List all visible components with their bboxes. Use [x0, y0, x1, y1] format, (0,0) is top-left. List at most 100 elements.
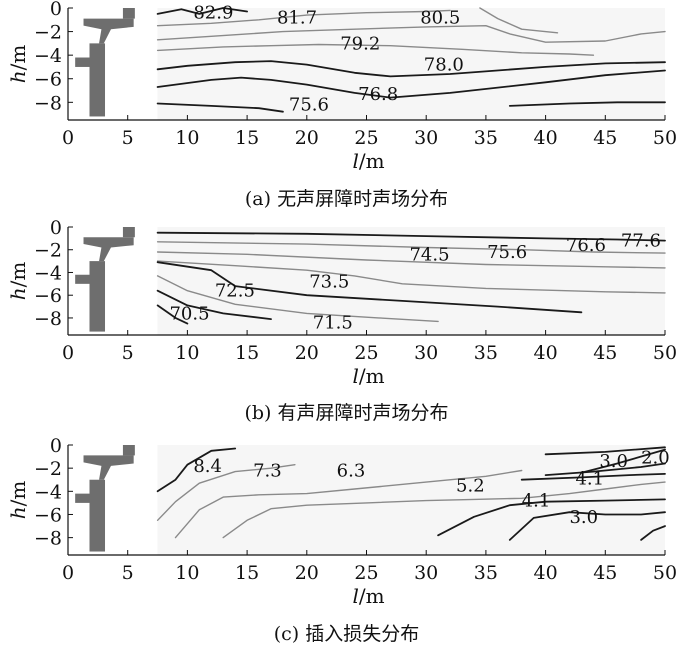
x-tick-label: 50 [653, 562, 677, 584]
contour-label: 4.1 [575, 469, 604, 490]
y-tick-label: −4 [34, 262, 62, 284]
field-background [157, 445, 666, 555]
y-tick-label: −8 [34, 528, 62, 550]
contour-line [156, 102, 284, 113]
contour-label: 3.0 [569, 507, 598, 528]
y-tick-label: 0 [50, 217, 62, 239]
x-tick-label: 15 [235, 342, 259, 364]
contour-line [156, 241, 666, 254]
contour-line [156, 289, 272, 320]
x-tick-label: 10 [175, 562, 199, 584]
contour-label: 71.5 [313, 312, 353, 333]
contour-line [544, 446, 666, 456]
contour-line [156, 261, 583, 314]
x-tick-label: 10 [175, 342, 199, 364]
contour-line [156, 251, 666, 269]
x-tick-label: 35 [474, 562, 498, 584]
contour-label: 2.0 [641, 448, 670, 469]
x-tick-label: 0 [62, 562, 74, 584]
field-background [157, 227, 666, 335]
contour-label: 3.0 [599, 451, 628, 472]
y-tick-label: −2 [34, 22, 62, 44]
x-tick-label: 30 [414, 342, 438, 364]
x-tick-label: 40 [534, 127, 558, 149]
contour-label: 6.3 [337, 460, 366, 481]
contour-line [156, 69, 666, 99]
panel-a: 82.9 81.7 80.5 79.2 78.0 76.8 75.6 0 5 10 15 20 25 30… [6, 0, 677, 210]
y-tick-label: −2 [34, 458, 62, 480]
x-axis-label: l/m [352, 149, 384, 173]
x-tick-label: 0 [62, 127, 74, 149]
contour-line [222, 481, 666, 539]
contour-line [156, 7, 248, 15]
contour-line [156, 60, 666, 78]
panel-caption: (c) 插入损失分布 [274, 623, 420, 645]
y-axis-label: h/m [6, 262, 30, 301]
y-tick-label: −2 [34, 240, 62, 262]
contour-label: 81.7 [277, 7, 317, 28]
x-axis-label: l/m [352, 584, 384, 608]
x-tick-label: 50 [653, 127, 677, 149]
contour-label: 80.5 [420, 7, 460, 28]
contour-line [479, 7, 559, 34]
x-tick-label: 20 [295, 562, 319, 584]
contour-line [156, 25, 666, 43]
x-tick-label: 0 [62, 342, 74, 364]
contour-line [640, 525, 666, 541]
contour-line [156, 304, 189, 325]
contour-label: 77.6 [621, 231, 661, 252]
x-tick-label: 25 [354, 127, 378, 149]
x-tick-label: 35 [474, 342, 498, 364]
bridge-structure-icon [75, 8, 135, 117]
x-tick-label: 45 [593, 342, 617, 364]
contour-label: 74.5 [409, 244, 449, 265]
x-tick-label: 5 [122, 127, 134, 149]
contour-line [174, 469, 523, 539]
y-tick-label: −6 [34, 504, 62, 526]
contour-label: 75.6 [289, 95, 329, 116]
panel-caption: (b) 有声屏障时声场分布 [244, 402, 448, 424]
bridge-structure-icon [75, 445, 135, 552]
x-tick-label: 50 [653, 342, 677, 364]
panel-b: 77.6 76.6 75.6 74.5 73.5 72.5 71.5 70.5 0 5 10 15 20… [6, 217, 677, 424]
contour-line [520, 473, 666, 481]
x-tick-label: 5 [122, 342, 134, 364]
x-tick-label: 30 [414, 127, 438, 149]
x-tick-label: 15 [235, 127, 259, 149]
contour-line [437, 498, 666, 537]
x-tick-label: 20 [295, 127, 319, 149]
contour-label: 73.5 [309, 272, 349, 293]
y-tick-label: −8 [34, 308, 62, 330]
contour-line [508, 101, 666, 107]
x-tick-label: 20 [295, 342, 319, 364]
contour-line [156, 9, 451, 27]
y-tick-label: −4 [34, 45, 62, 67]
y-tick-label: −4 [34, 481, 62, 503]
y-tick-label: −6 [34, 285, 62, 307]
contour-line [580, 448, 666, 474]
contour-line [156, 447, 237, 493]
contour-label: 70.5 [169, 303, 209, 324]
x-tick-label: 25 [354, 562, 378, 584]
y-tick-label: 0 [50, 0, 62, 20]
x-tick-label: 25 [354, 342, 378, 364]
contour-line [508, 511, 666, 541]
contour-label: 8.4 [193, 456, 222, 477]
contour-line [156, 464, 296, 521]
contour-label: 72.5 [215, 281, 255, 302]
x-tick-label: 30 [414, 562, 438, 584]
x-tick-label: 15 [235, 562, 259, 584]
contour-label: 78.0 [424, 55, 464, 76]
y-tick-label: 0 [50, 435, 62, 457]
contour-label: 79.2 [340, 33, 380, 54]
y-axis-label: h/m [6, 481, 30, 520]
x-tick-label: 45 [593, 127, 617, 149]
y-axis-label: h/m [6, 45, 30, 84]
y-tick-label: −6 [34, 69, 62, 91]
contour-line [156, 43, 595, 56]
contour-label: 4.1 [522, 491, 551, 512]
panel-c: 8.4 7.3 6.35.24.13.03.0 2.04.10 5 10 15 20 25 30 3… [6, 435, 677, 645]
contour-label: 76.6 [566, 235, 606, 256]
x-tick-label: 10 [175, 127, 199, 149]
